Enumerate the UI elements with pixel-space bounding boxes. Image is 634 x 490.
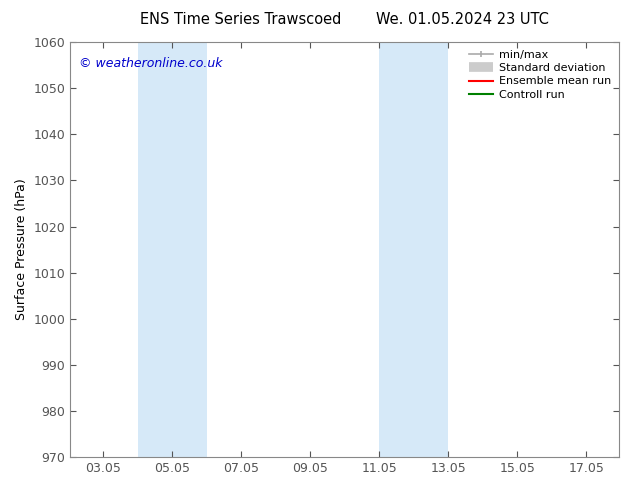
Text: We. 01.05.2024 23 UTC: We. 01.05.2024 23 UTC [377, 12, 549, 27]
Text: © weatheronline.co.uk: © weatheronline.co.uk [79, 56, 222, 70]
Bar [379, 42, 448, 457]
Y-axis label: Surface Pressure (hPa): Surface Pressure (hPa) [15, 179, 28, 320]
Bar [138, 42, 207, 457]
Legend: min/max, Standard deviation, Ensemble mean run, Controll run: min/max, Standard deviation, Ensemble me… [465, 47, 614, 103]
Text: ENS Time Series Trawscoed: ENS Time Series Trawscoed [140, 12, 342, 27]
